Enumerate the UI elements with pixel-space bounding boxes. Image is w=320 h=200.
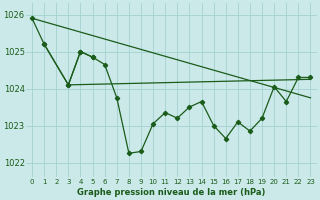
X-axis label: Graphe pression niveau de la mer (hPa): Graphe pression niveau de la mer (hPa) <box>77 188 266 197</box>
